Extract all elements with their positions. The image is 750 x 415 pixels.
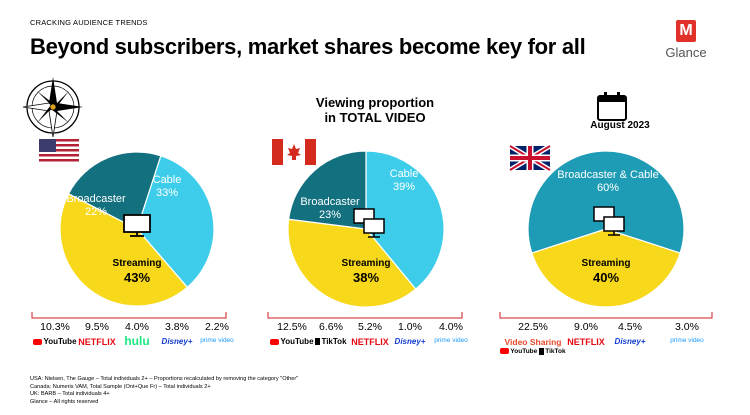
canada-platform-item: 6.6% TikTok bbox=[299, 321, 363, 346]
tiktok-logo: TikTok bbox=[299, 337, 363, 346]
uk-platform-item: 9.0% NETFLIX bbox=[554, 321, 618, 347]
usa-platform-item: 3.8% Disney+ bbox=[145, 321, 209, 346]
footer-line: Glance – All rights reserved bbox=[30, 398, 99, 405]
platform-value: 12.5% bbox=[277, 321, 307, 333]
slice-value-cable: 33% bbox=[156, 187, 178, 199]
uk-flag-icon bbox=[508, 143, 552, 173]
uk-platform-item: 22.5% Video Sharing YouTube TikTok bbox=[500, 321, 566, 355]
usa-platform-item: 10.3% YouTube bbox=[23, 321, 87, 346]
youtube-logo: YouTube bbox=[500, 348, 537, 355]
platform-value: 1.0% bbox=[398, 321, 422, 333]
platform-value: 5.2% bbox=[358, 321, 382, 333]
platform-value: 2.2% bbox=[205, 321, 229, 333]
platform-frames bbox=[31, 312, 713, 319]
disney--logo: Disney+ bbox=[161, 337, 193, 346]
disney--logo: Disney+ bbox=[614, 337, 646, 346]
slice-value-streaming: 38% bbox=[353, 270, 379, 285]
slice-value-streaming: 40% bbox=[593, 270, 619, 285]
video-sharing-logos: YouTube TikTok bbox=[500, 347, 566, 355]
calendar-icon bbox=[597, 92, 627, 121]
tv-icon bbox=[353, 208, 385, 238]
usa-platform-item: 4.0% hulu bbox=[105, 321, 169, 348]
platform-value: 4.0% bbox=[439, 321, 463, 333]
platform-value: 3.8% bbox=[165, 321, 189, 333]
netflix-logo: NETFLIX bbox=[351, 337, 389, 347]
usa-platform-item: 2.2% prime video bbox=[185, 321, 249, 344]
video-sharing-label: Video Sharing bbox=[504, 337, 562, 347]
tv-icon bbox=[593, 206, 625, 236]
uk-date-label: August 2023 bbox=[590, 120, 650, 131]
slice-value-broadcaster-cable: 60% bbox=[597, 182, 619, 194]
canada-platform-item: 1.0% Disney+ bbox=[378, 321, 442, 346]
slice-label-streaming: Streaming bbox=[113, 258, 162, 269]
pie-slice-streaming bbox=[287, 218, 417, 308]
center-title-line2: in TOTAL VIDEO bbox=[324, 110, 426, 125]
footer-line: USA: Nielsen, The Gauge – Total individu… bbox=[30, 376, 299, 382]
uk-platform-item: 4.5% Disney+ bbox=[598, 321, 662, 346]
glance-logo: M Glance bbox=[656, 20, 716, 60]
canada-platform-item: 12.5% YouTube bbox=[260, 321, 324, 346]
footer-line: Canada: Numeris VAM, Total Sample (Ont+Q… bbox=[30, 383, 211, 390]
hulu-logo: hulu bbox=[124, 334, 150, 348]
pie-slice-broadcaster bbox=[67, 151, 162, 230]
compass-icon bbox=[22, 77, 83, 138]
prime-video-logo: prime video bbox=[670, 337, 704, 344]
platform-value: 22.5% bbox=[518, 321, 548, 333]
disney--logo: Disney+ bbox=[394, 337, 426, 346]
prime-video-logo: prime video bbox=[200, 337, 234, 344]
slice-label-cable: Cable bbox=[153, 174, 182, 186]
slice-label-broadcaster-cable: Broadcaster & Cable bbox=[557, 169, 659, 181]
footer-line: UK: BARB – Total individuals 4+ bbox=[30, 391, 110, 397]
slice-label-cable: Cable bbox=[390, 168, 419, 180]
platform-value: 4.0% bbox=[125, 321, 149, 333]
pie-slice-streaming bbox=[531, 228, 681, 308]
canada-platform-item: 5.2% NETFLIX bbox=[338, 321, 402, 347]
platform-value: 9.0% bbox=[574, 321, 598, 333]
platform-value: 6.6% bbox=[319, 321, 343, 333]
footer-notes: USA: Nielsen, The Gauge – Total individu… bbox=[30, 376, 298, 406]
prime-video-logo: prime video bbox=[434, 337, 468, 344]
slice-value-cable: 39% bbox=[393, 181, 415, 193]
platform-value: 3.0% bbox=[675, 321, 699, 333]
netflix-logo: NETFLIX bbox=[567, 337, 605, 347]
canada-platform-item: 4.0% prime video bbox=[419, 321, 483, 344]
tv-icon bbox=[123, 214, 151, 237]
pie-slice-broadcaster bbox=[287, 150, 367, 230]
pie-slice-cable bbox=[136, 155, 215, 289]
youtube-logo: YouTube bbox=[23, 337, 87, 346]
page-title: Beyond subscribers, market shares become… bbox=[30, 34, 586, 59]
platform-value: 4.5% bbox=[618, 321, 642, 333]
slice-label-broadcaster: Broadcaster bbox=[300, 196, 360, 208]
center-chart-title: Viewing proportion in TOTAL VIDEO bbox=[295, 95, 455, 125]
tiktok-logo: TikTok bbox=[539, 348, 566, 355]
pie-slice-cable bbox=[365, 150, 445, 290]
youtube-logo: YouTube bbox=[260, 337, 324, 346]
pie-slice-streaming bbox=[59, 193, 189, 307]
canada-flag-icon bbox=[272, 139, 316, 165]
slice-value-broadcaster: 22% bbox=[85, 206, 107, 218]
slice-label-broadcaster: Broadcaster bbox=[66, 193, 126, 205]
center-title-line1: Viewing proportion bbox=[315, 95, 435, 110]
slice-value-streaming: 43% bbox=[124, 270, 150, 285]
slice-label-streaming: Streaming bbox=[582, 258, 631, 269]
kicker-text: CRACKING AUDIENCE TRENDS bbox=[30, 18, 148, 27]
slice-value-broadcaster: 23% bbox=[319, 209, 341, 221]
slice-label-streaming: Streaming bbox=[342, 258, 391, 269]
usa-flag-icon bbox=[39, 139, 79, 164]
logo-mark: M bbox=[676, 20, 696, 42]
logo-text: Glance bbox=[665, 45, 707, 60]
platform-value: 9.5% bbox=[85, 321, 109, 333]
usa-platform-item: 9.5% NETFLIX bbox=[65, 321, 129, 347]
platform-value: 10.3% bbox=[40, 321, 70, 333]
uk-platform-item: 3.0% prime video bbox=[655, 321, 719, 344]
netflix-logo: NETFLIX bbox=[78, 337, 116, 347]
pie-slice-broadcaster-cable bbox=[527, 150, 685, 254]
